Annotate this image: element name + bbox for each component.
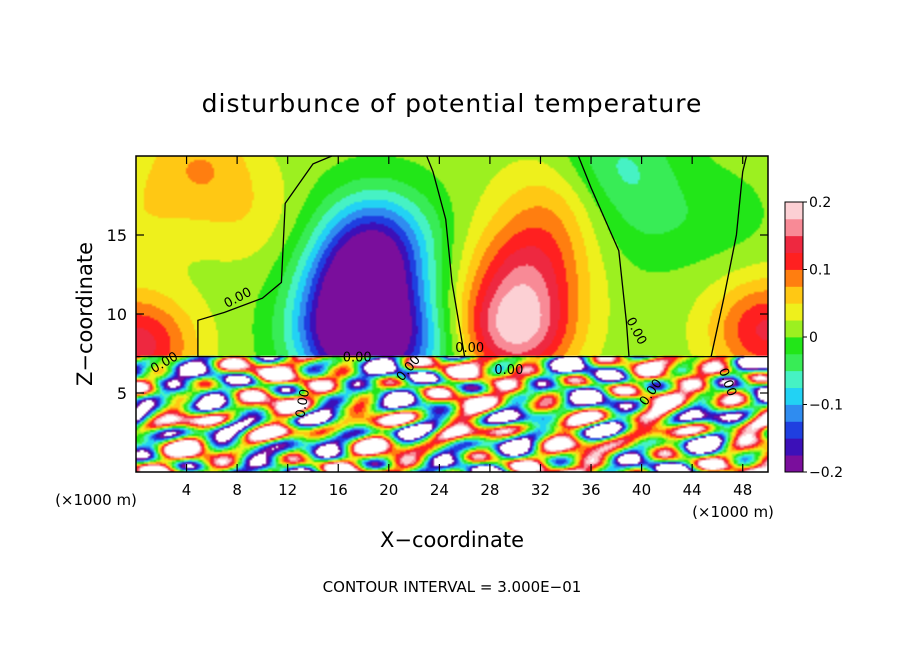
colorbar-tick-label: −0.2 xyxy=(809,465,843,481)
contour-interval-note: CONTOUR INTERVAL = 3.000E−01 xyxy=(323,578,582,596)
colorbar-swatch xyxy=(785,421,803,439)
x-unit-label-right: (×1000 m) xyxy=(692,503,774,521)
x-axis-ticks: 4 8 12 16 20 24 28 32 36 40 44 48 xyxy=(182,156,752,499)
colorbar-tick-label: 0.1 xyxy=(809,263,831,279)
colorbar-tick-label: 0 xyxy=(809,330,818,346)
x-tick-label: 12 xyxy=(278,481,297,499)
x-tick-label: 36 xyxy=(581,481,600,499)
x-tick-label: 40 xyxy=(632,481,651,499)
zero-contour xyxy=(197,155,333,357)
colorbar-swatch xyxy=(785,303,803,321)
colorbar-swatch xyxy=(785,353,803,372)
colorbar-swatch xyxy=(785,370,803,389)
contour-label: 0.00 xyxy=(494,363,523,378)
x-unit-label-left: (×1000 m) xyxy=(55,491,137,509)
y-tick-label: 10 xyxy=(107,305,127,324)
colorbar: −0.2 −0.1 0 0.1 0.2 xyxy=(784,195,843,481)
colorbar-swatch xyxy=(785,252,803,270)
contour-label: 0.00 xyxy=(343,350,372,365)
colorbar-swatch xyxy=(785,202,803,220)
x-tick-label: 24 xyxy=(430,481,449,499)
plot-area: 0.000.000.000.00 0.000.00 0.00 0.000.000.00 xyxy=(135,155,769,473)
colorbar-swatch xyxy=(785,320,803,338)
x-tick-label: 8 xyxy=(232,481,242,499)
x-tick-label: 4 xyxy=(182,481,192,499)
y-axis-title: Z−coordinate xyxy=(73,242,97,386)
y-axis-ticks: 5 10 15 xyxy=(107,226,768,403)
zero-contour xyxy=(426,155,466,357)
zero-contour xyxy=(577,155,630,357)
colorbar-tick-label: −0.1 xyxy=(809,398,843,414)
x-tick-label: 28 xyxy=(480,481,499,499)
y-tick-label: 15 xyxy=(107,226,127,245)
colorbar-swatch xyxy=(785,455,803,473)
x-axis-title: X−coordinate xyxy=(380,528,524,552)
colorbar-tick-label: 0.2 xyxy=(809,195,831,211)
x-tick-label: 20 xyxy=(379,481,398,499)
colorbar-swatch xyxy=(785,404,803,422)
temperature-field xyxy=(136,156,768,472)
colorbar-swatch xyxy=(785,269,803,287)
colorbar-swatch xyxy=(785,438,803,456)
x-tick-label: 48 xyxy=(733,481,752,499)
y-tick-label: 5 xyxy=(117,384,127,403)
zero-contour xyxy=(710,155,748,357)
colorbar-swatch xyxy=(785,337,803,355)
contour-label: 0.00 xyxy=(293,388,313,419)
x-tick-label: 16 xyxy=(329,481,348,499)
x-tick-label: 32 xyxy=(531,481,550,499)
colorbar-swatch xyxy=(785,218,803,237)
colorbar-swatch xyxy=(785,286,803,304)
colorbar-swatch xyxy=(785,235,803,254)
x-tick-label: 44 xyxy=(683,481,702,499)
contour-label: 0.00 xyxy=(455,341,484,356)
chart-title: disturbunce of potential temperature xyxy=(202,89,703,118)
colorbar-swatch xyxy=(785,387,803,405)
